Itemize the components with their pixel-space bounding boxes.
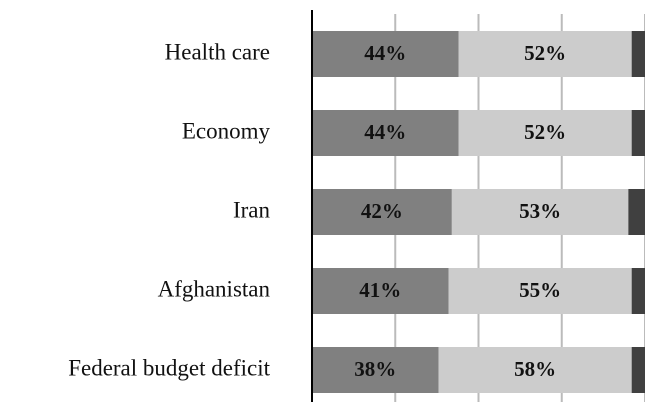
value-label: 52% (524, 120, 566, 144)
bar-segment (631, 347, 645, 393)
bar-segment (448, 268, 632, 314)
bar-segment (628, 189, 645, 235)
category-label: Iran (233, 197, 271, 222)
value-label: 55% (519, 278, 561, 302)
bar-segment (458, 110, 632, 156)
value-label: 38% (354, 357, 396, 381)
value-label: 58% (514, 357, 556, 381)
bar-segment (438, 347, 632, 393)
category-label: Economy (182, 118, 271, 143)
value-label: 42% (361, 199, 403, 223)
bar-segment (312, 347, 439, 393)
bar-segment (631, 110, 645, 156)
value-label: 44% (364, 120, 406, 144)
category-label: Federal budget deficit (68, 355, 270, 380)
bar-segment (312, 189, 452, 235)
value-label: 44% (364, 41, 406, 65)
category-label: Afghanistan (158, 276, 271, 301)
bar-segment (312, 110, 459, 156)
value-label: 53% (519, 199, 561, 223)
bar-segment (631, 268, 645, 314)
bar-segment (451, 189, 629, 235)
value-label: 41% (359, 278, 401, 302)
category-label: Health care (165, 39, 270, 64)
value-label: 52% (524, 41, 566, 65)
bar-segment (312, 268, 449, 314)
bar-segment (312, 31, 459, 77)
bar-segment (631, 31, 645, 77)
bar-segment (458, 31, 632, 77)
